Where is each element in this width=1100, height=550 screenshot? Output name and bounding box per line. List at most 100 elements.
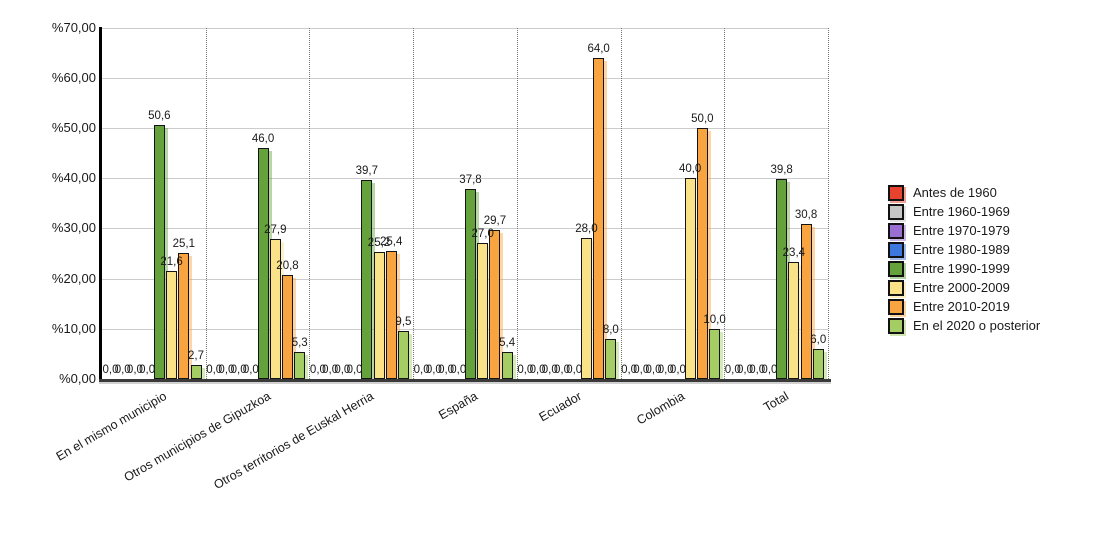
x-category-label: España	[436, 389, 480, 423]
bar-entre-1990-1999-c6	[776, 179, 788, 379]
legend-label: Entre 2010-2019	[913, 299, 1010, 314]
bar-zero-label: 0,0	[566, 364, 583, 376]
gridline-40	[102, 178, 828, 180]
category-separator	[205, 27, 207, 379]
y-tick-label: %50,00	[51, 120, 96, 135]
legend-label: Entre 1970-1979	[913, 223, 1010, 238]
bar-zero-label: 0,0	[438, 364, 455, 376]
bar-entre-2010-2019-c4	[593, 57, 605, 379]
y-tick-label: %70,00	[51, 19, 96, 35]
y-axis-line	[99, 26, 102, 382]
bar-zero-label: 0,0	[346, 364, 363, 376]
bar-value-label: 30,8	[794, 209, 818, 222]
bar-zero-label: 0,0	[737, 364, 753, 376]
bar-entre-1990-1999-c1	[257, 148, 269, 379]
bar-zero-label: 0,0	[633, 364, 650, 376]
gridline-50	[102, 128, 828, 129]
category-separator	[828, 27, 829, 379]
bar-en-el-2020-o-posterior-c4	[605, 338, 617, 379]
legend-swatch-icon	[888, 317, 904, 334]
bar-zero-label: 0,0	[724, 364, 741, 376]
bar-entre-2010-2019-c0	[178, 252, 190, 379]
bar-zero-label: 0,0	[645, 364, 662, 376]
bar-zero-label: 0,0	[114, 364, 131, 376]
bar-zero-label: 0,0	[139, 364, 156, 376]
bar-value-label: 50,6	[148, 109, 171, 122]
bar-zero-label: 0,0	[621, 364, 638, 376]
bar-value-label: 46,0	[251, 133, 275, 146]
bar-entre-2010-2019-c5	[696, 128, 708, 379]
bar-value-label: 2,7	[188, 350, 204, 363]
bar-en-el-2020-o-posterior-c2	[397, 331, 409, 379]
bar-value-label: 10,0	[703, 313, 726, 326]
x-category-label: Otros territorios de Euskal Herria	[211, 389, 377, 493]
bar-value-label: 25,2	[367, 237, 391, 250]
legend-label: Entre 1990-1999	[913, 261, 1010, 276]
bar-en-el-2020-o-posterior-c3	[501, 351, 513, 379]
bar-zero-label: 0,0	[413, 364, 430, 376]
y-tick-label: %60,00	[51, 69, 96, 85]
legend-item: En el 2020 o posterior	[888, 316, 1040, 335]
bar-value-label: 50,0	[691, 113, 714, 125]
bar-value-label: 21,6	[160, 255, 183, 268]
legend-item: Entre 1990-1999	[888, 259, 1040, 278]
legend-item: Entre 2000-2009	[888, 278, 1040, 297]
y-tick-label: %30,00	[51, 220, 96, 236]
bar-zero-label: 0,0	[309, 364, 326, 376]
bar-entre-2000-2009-c1	[269, 238, 281, 379]
bar-value-label: 27,9	[264, 223, 287, 236]
category-separator	[724, 27, 726, 379]
bar-zero-label: 0,0	[669, 364, 686, 376]
bar-en-el-2020-o-posterior-c1	[294, 352, 306, 379]
bar-entre-2010-2019-c3	[489, 229, 501, 379]
bar-zero-label: 0,0	[657, 364, 674, 376]
legend-item: Entre 1980-1989	[888, 240, 1040, 259]
bar-value-label: 8,0	[602, 323, 619, 336]
y-tick-label: %10,00	[51, 320, 96, 336]
bar-value-label: 39,8	[770, 164, 793, 177]
legend-swatch-icon	[888, 279, 904, 296]
bar-value-label: 23,4	[782, 246, 806, 259]
bar-value-label: 37,8	[459, 174, 482, 187]
bar-value-label: 28,0	[575, 223, 598, 236]
x-axis-line	[99, 379, 831, 382]
bar-zero-label: 0,0	[761, 364, 778, 376]
legend-swatch-icon	[888, 203, 904, 220]
bar-zero-label: 0,0	[334, 364, 351, 376]
bar-zero-label: 0,0	[541, 364, 558, 376]
bar-entre-2000-2009-c5	[684, 178, 696, 379]
gridline-60	[102, 77, 828, 79]
bar-entre-1990-1999-c0	[153, 124, 165, 379]
bar-zero-label: 0,0	[126, 364, 143, 376]
bar-value-label: 29,7	[483, 214, 507, 227]
x-category-label: Colombia	[634, 389, 688, 428]
legend-item: Entre 1960-1969	[888, 202, 1040, 221]
bar-zero-label: 0,0	[517, 364, 534, 376]
bar-zero-label: 0,0	[242, 364, 259, 376]
bar-entre-2010-2019-c6	[800, 224, 812, 379]
legend-swatch-icon	[888, 184, 904, 201]
x-category-label: En el mismo municipio	[53, 389, 169, 464]
bar-zero-label: 0,0	[230, 364, 247, 376]
bar-value-label: 5,3	[291, 337, 308, 350]
gridline-70	[102, 27, 828, 29]
legend-label: Entre 2000-2009	[913, 280, 1010, 295]
bar-entre-2000-2009-c6	[788, 261, 800, 379]
bar-zero-label: 0,0	[322, 364, 339, 376]
x-category-label: Total	[761, 389, 792, 415]
bar-zero-label: 0,0	[450, 364, 467, 376]
bar-value-label: 40,0	[678, 163, 702, 176]
bar-value-label: 64,0	[587, 42, 610, 55]
y-tick-label: %40,00	[51, 170, 96, 186]
legend: Antes de 1960 Entre 1960-1969 Entre 1970-1…	[888, 183, 1040, 335]
bar-zero-label: 0,0	[749, 364, 766, 376]
category-separator	[309, 27, 311, 379]
legend-item: Entre 2010-2019	[888, 297, 1040, 316]
legend-swatch-icon	[888, 241, 904, 258]
bar-value-label: 39,7	[355, 164, 378, 177]
bar-zero-label: 0,0	[206, 364, 223, 376]
bar-value-label: 6,0	[810, 333, 827, 346]
bar-en-el-2020-o-posterior-c5	[709, 328, 721, 379]
legend-label: En el 2020 o posterior	[913, 318, 1041, 333]
